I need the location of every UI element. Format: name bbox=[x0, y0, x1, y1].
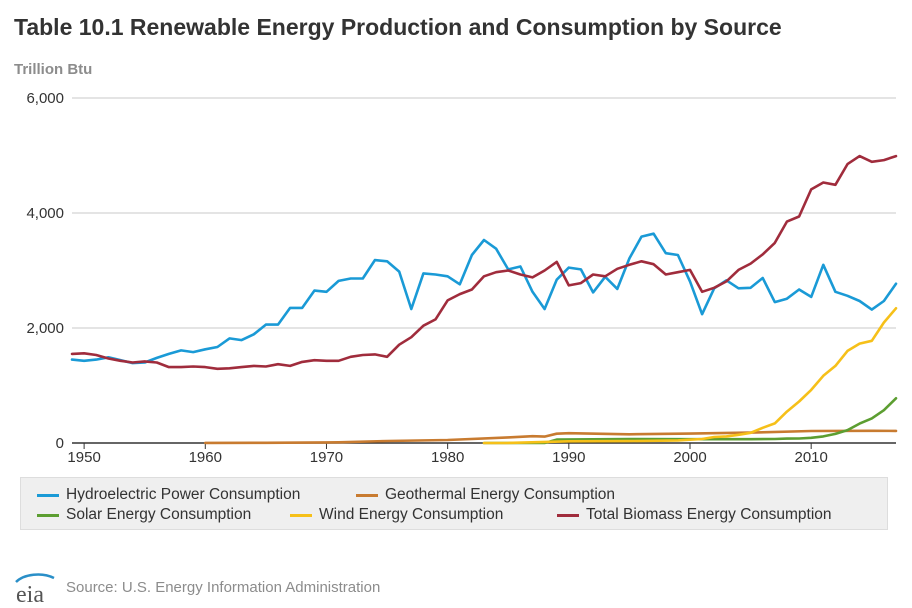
legend-label-geothermal: Geothermal Energy Consumption bbox=[385, 486, 616, 503]
series-line-wind bbox=[482, 306, 898, 445]
legend-swatch-biomass bbox=[557, 513, 579, 517]
series-line-hydroelectric bbox=[70, 232, 898, 365]
y-axis-unit-label: Trillion Btu bbox=[14, 61, 93, 78]
series-line-solar bbox=[482, 396, 898, 445]
series-lines bbox=[70, 154, 898, 445]
x-tick-label: 1980 bbox=[431, 449, 464, 466]
legend-swatch-hydroelectric bbox=[37, 493, 59, 497]
legend-label-wind: Wind Energy Consumption bbox=[319, 506, 504, 523]
legend-label-solar: Solar Energy Consumption bbox=[66, 506, 252, 523]
x-tick-label: 2000 bbox=[673, 449, 706, 466]
legend-swatch-wind bbox=[290, 513, 312, 517]
line-chart: 0 2,000 4,000 6,000 1950 1960 1970 1980 1990 2000… bbox=[26, 90, 898, 466]
chart-title: Table 10.1 Renewable Energy Production a… bbox=[14, 14, 782, 40]
legend-swatch-geothermal bbox=[356, 493, 378, 497]
legend-label-biomass: Total Biomass Energy Consumption bbox=[586, 506, 832, 523]
legend-item-geothermal: Geothermal Energy Consumption bbox=[356, 486, 615, 504]
legend-item-hydroelectric: Hydroelectric Power Consumption bbox=[37, 486, 300, 504]
legend-item-biomass: Total Biomass Energy Consumption bbox=[557, 506, 832, 524]
source-note: Source: U.S. Energy Information Administ… bbox=[66, 579, 381, 596]
eia-logo: eia bbox=[15, 573, 55, 606]
y-tick-label: 0 bbox=[56, 435, 64, 452]
y-tick-label: 2,000 bbox=[26, 320, 64, 337]
series-line-biomass bbox=[70, 154, 898, 371]
eia-logo-text: eia bbox=[16, 582, 44, 606]
x-tick-label: 1950 bbox=[67, 449, 100, 466]
legend-item-wind: Wind Energy Consumption bbox=[290, 506, 503, 524]
legend-label-hydroelectric: Hydroelectric Power Consumption bbox=[66, 486, 301, 503]
y-tick-label: 6,000 bbox=[26, 90, 64, 107]
y-tick-label: 4,000 bbox=[26, 205, 64, 222]
series-line-geothermal bbox=[204, 429, 898, 445]
legend-swatch-solar bbox=[37, 513, 59, 517]
legend-item-solar: Solar Energy Consumption bbox=[37, 506, 251, 524]
footer: eia bbox=[12, 572, 58, 606]
x-tick-label: 2010 bbox=[794, 449, 827, 466]
x-tick-label: 1960 bbox=[189, 449, 222, 466]
x-tick-label: 1990 bbox=[552, 449, 585, 466]
x-tick-label: 1970 bbox=[310, 449, 343, 466]
legend: Hydroelectric Power Consumption Geotherm… bbox=[20, 477, 888, 530]
gridlines bbox=[72, 97, 896, 329]
